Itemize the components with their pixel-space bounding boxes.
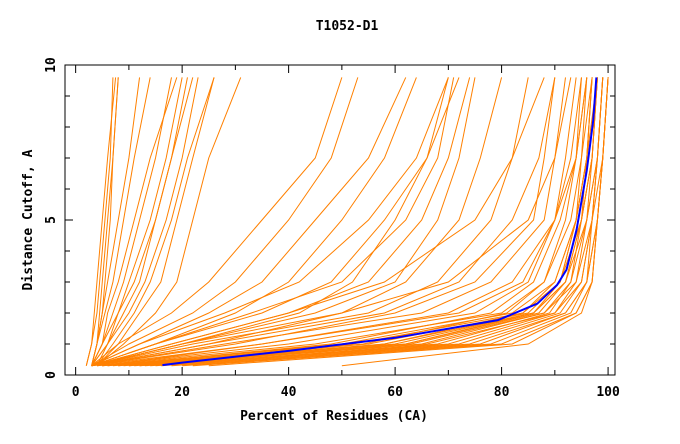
model-curve [118, 77, 593, 367]
y-tick-label: 10 [44, 57, 59, 73]
y-tick-label: 0 [44, 371, 59, 379]
chart-title: T1052-D1 [316, 19, 379, 34]
model-curve [91, 77, 183, 366]
model-curve [91, 77, 556, 367]
model-curve [91, 77, 588, 367]
model-curve [139, 77, 598, 367]
model-curve [91, 77, 359, 367]
y-axis-label: Distance Cutoff, A [21, 149, 36, 290]
model-curve [91, 77, 566, 367]
model-curve [208, 77, 609, 367]
model-curve [91, 77, 471, 367]
model-curve [91, 77, 343, 367]
model-curve [91, 77, 199, 366]
model-curve [85, 77, 117, 366]
model-curve [128, 77, 598, 367]
x-axis-label: Percent of Residues (CA) [240, 409, 428, 424]
model-curve [96, 77, 242, 367]
x-tick-label: 80 [494, 385, 510, 400]
model-curve [96, 77, 215, 366]
model-curve [91, 77, 455, 367]
model-curve [96, 77, 582, 367]
model-curves [85, 77, 609, 367]
model-curve [341, 77, 609, 367]
model-curve [91, 77, 172, 366]
x-tick-label: 20 [174, 385, 190, 400]
model-curve [91, 77, 449, 367]
highlight-curve [162, 77, 598, 367]
model-curve [91, 77, 556, 367]
model-curve [182, 77, 609, 367]
x-tick-label: 0 [72, 385, 80, 400]
plot-frame [64, 64, 616, 376]
model-curve [91, 77, 449, 367]
axes: 0 20 40 60 80 100 0 5 10 [44, 57, 620, 400]
x-tick-label: 100 [596, 385, 620, 400]
x-tick-label: 60 [387, 385, 403, 400]
model-curve [85, 77, 114, 366]
model-curve [160, 77, 604, 367]
model-curve [91, 77, 119, 366]
model-curve [144, 77, 604, 367]
model-curve [91, 77, 545, 367]
y-tick-label: 5 [44, 216, 59, 224]
x-tick-label: 40 [281, 385, 297, 400]
model-curve [139, 77, 593, 367]
